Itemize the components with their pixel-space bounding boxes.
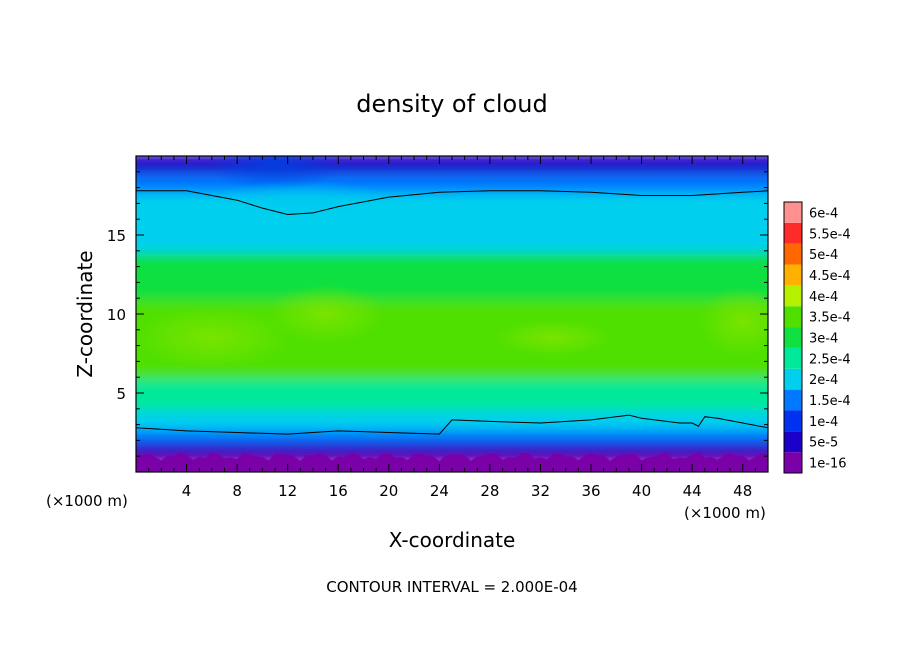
contour-interval-footer: CONTOUR INTERVAL = 2.000E-04: [326, 578, 577, 596]
density-feature: [210, 180, 391, 221]
x-tick-label: 32: [531, 482, 550, 500]
colorbar-swatch: [784, 306, 802, 328]
x-tick-label: 36: [581, 482, 600, 500]
density-band: [136, 375, 768, 411]
colorbar-swatch: [784, 389, 802, 411]
colorbar-label: 4e-4: [809, 290, 838, 305]
x-tick-label: 28: [480, 482, 499, 500]
density-field: [136, 156, 768, 472]
density-band: [136, 406, 768, 430]
y-tick-label: 5: [116, 385, 126, 403]
density-band: [136, 248, 768, 301]
colorbar-swatch: [784, 327, 802, 348]
y-tick-label: 10: [107, 306, 126, 324]
x-axis-label: X-coordinate: [389, 528, 516, 552]
colorbar-label: 5e-4: [809, 248, 838, 263]
colorbar-swatch: [784, 202, 802, 223]
x-axis: 4 8 12 16 20 24 28 32 36 40 44 48: [148, 156, 756, 500]
contour-line-upper: [136, 190, 768, 216]
x-tick-label: 8: [232, 482, 242, 500]
x-tick-label: 44: [683, 482, 702, 500]
colorbar-label: 4.5e-4: [809, 269, 851, 284]
colorbar-label: 5.5e-4: [809, 227, 851, 242]
colorbar-label: 1e-4: [809, 415, 838, 430]
contour-line-lower: [136, 414, 768, 435]
colorbar-swatch: [784, 452, 802, 473]
colorbar-label: 3e-4: [809, 332, 838, 347]
density-feature: [697, 286, 768, 357]
colorbar-swatch: [784, 410, 802, 432]
x-tick-label: 48: [733, 482, 752, 500]
colorbar-label: 5e-5: [809, 436, 838, 451]
colorbar-label: 3.5e-4: [809, 311, 851, 326]
x-tick-label: 20: [379, 482, 398, 500]
colorbar-swatch: [784, 285, 802, 307]
x-tick-label: 16: [329, 482, 348, 500]
colorbar-label: 2.5e-4: [809, 352, 851, 367]
x-tick-label: 24: [430, 482, 449, 500]
colorbar-swatch: [784, 347, 802, 369]
chart-title: density of cloud: [356, 90, 547, 118]
density-feature: [265, 284, 386, 344]
colorbar-label: 2e-4: [809, 373, 838, 388]
x-tick-label: 12: [278, 482, 297, 500]
density-band: [136, 438, 768, 456]
colorbar-swatch: [784, 243, 802, 265]
y-tick-label: 15: [107, 227, 126, 245]
x-unit-left: (×1000 m): [46, 492, 128, 510]
colorbar-label: 6e-4: [809, 206, 838, 221]
ground-purple-layer: [136, 452, 768, 472]
colorbar-label: 1e-16: [809, 457, 847, 472]
colorbar-swatch: [784, 222, 802, 244]
density-band: [136, 425, 768, 443]
colorbar-frame: [783, 201, 803, 474]
colorbar: 1e-16 5e-5 1e-4 1.5e-4 2e-4 2.5e-4 3e-4 3.5e-4 4…: [783, 201, 851, 474]
density-feature: [136, 305, 292, 370]
density-feature: [493, 319, 614, 356]
x-tick-label: 4: [182, 482, 192, 500]
x-unit-right: (×1000 m): [684, 504, 766, 522]
colorbar-swatch: [784, 431, 802, 453]
x-tick-label: 40: [632, 482, 651, 500]
colorbar-swatch: [784, 368, 802, 390]
colorbar-label: 1.5e-4: [809, 394, 851, 409]
colorbar-swatch: [784, 264, 802, 286]
y-axis-label: Z-coordinate: [73, 250, 97, 377]
y-axis: 5 10 15: [107, 171, 768, 457]
